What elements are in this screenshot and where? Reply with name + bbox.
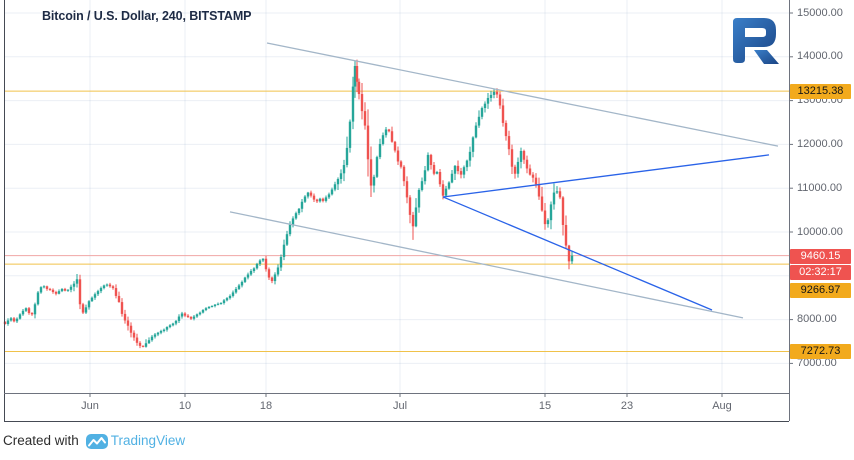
- pane-borders: [4, 0, 793, 422]
- trend-lines[interactable]: [229, 42, 779, 319]
- grid-lines: [4, 0, 789, 393]
- tradingview-brand-link[interactable]: TradingView: [110, 433, 186, 448]
- created-with-text: Created with: [3, 433, 79, 448]
- chart-legend-title[interactable]: Bitcoin / U.S. Dollar, 240, BITSTAMP: [42, 9, 252, 23]
- candlestick-chart-canvas[interactable]: [0, 0, 854, 422]
- price-level-lines[interactable]: [4, 90, 789, 352]
- candles[interactable]: [3, 59, 574, 349]
- footer-attribution: Created with TradingView: [3, 432, 185, 449]
- tradingview-logo-icon[interactable]: [85, 434, 108, 449]
- roboforex-logo: [733, 18, 779, 64]
